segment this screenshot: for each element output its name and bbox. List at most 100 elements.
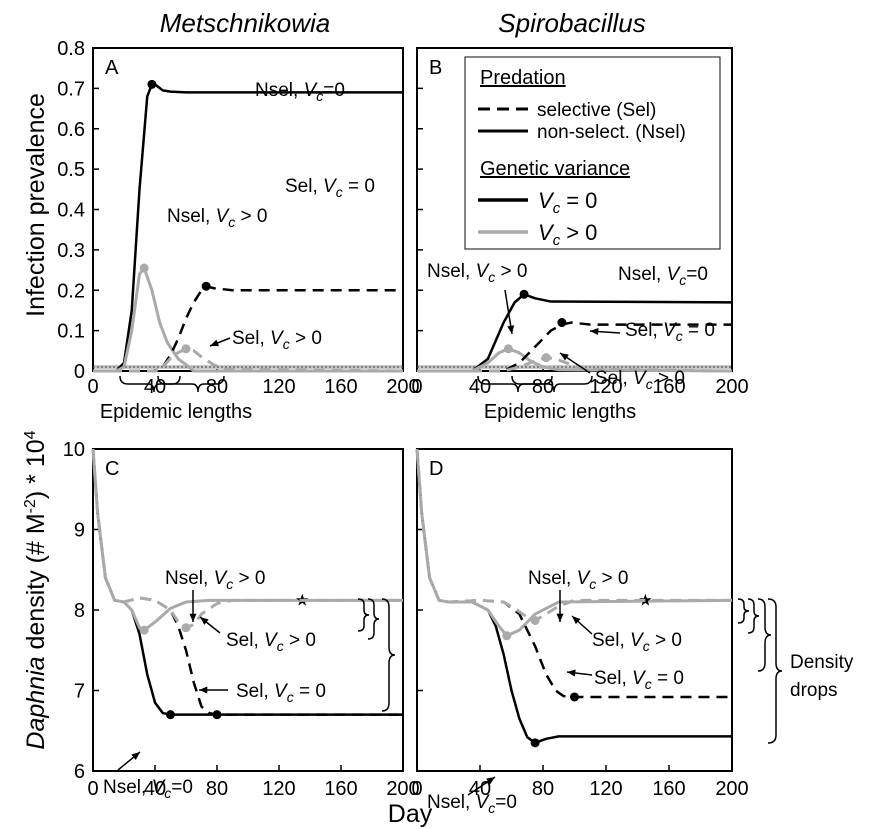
label-prefix: Nsel, (165, 568, 214, 589)
series-line-3 (415, 448, 732, 622)
ylabel-sup1: -2 (22, 499, 39, 513)
label-prefix: Sel, (594, 668, 632, 689)
label-arrowhead (507, 325, 515, 334)
series-label-a-nsel0: Nsel, Vc=0 (255, 80, 345, 104)
x-tick-label: 0 (411, 778, 422, 800)
y-tick-label: 0 (74, 361, 85, 383)
brace-a-2 (157, 375, 225, 393)
series-marker-1 (502, 631, 512, 641)
series-label-d-selpos: Sel, Vc > 0 (592, 630, 682, 654)
label-vc-sub: c (283, 336, 290, 352)
series-label-a-nselpos: Nsel, Vc > 0 (167, 206, 268, 230)
label-vc: V (667, 264, 682, 285)
x-tick-label: 120 (262, 778, 295, 800)
y-tick-label: 0.8 (57, 38, 85, 60)
series-label-d-sel0: Sel, Vc = 0 (594, 668, 684, 692)
epidemic-lengths-label-a: Epidemic lengths (100, 401, 252, 423)
label-suffix: > 0 (235, 206, 267, 227)
x-tick-label: 120 (589, 376, 622, 398)
brace-c-3 (381, 598, 396, 712)
label-vc-sub: c (645, 676, 652, 692)
y-tick-label: 9 (74, 520, 85, 542)
ylabel-mid: ) * 10 (22, 439, 50, 499)
legend-vc0-symbol: V (538, 188, 555, 213)
label-vc: V (663, 320, 678, 341)
label-suffix: > 0 (650, 630, 682, 651)
y-axis-title-top: Infection prevalence (22, 93, 50, 317)
brace-b-2 (511, 375, 593, 393)
x-tick-label: 200 (386, 778, 419, 800)
label-vc-sub: c (643, 638, 650, 654)
x-tick-label: 160 (324, 376, 357, 398)
density-drops-label-2: drops (790, 680, 838, 701)
legend-predation-title: Predation (480, 67, 566, 89)
brace-d-1 (737, 598, 750, 624)
brace-c-2 (367, 598, 380, 640)
y-tick-label: 6 (74, 761, 85, 783)
panel-letter: B (429, 57, 442, 79)
label-prefix: Nsel, (103, 777, 152, 798)
label-vc: V (216, 206, 231, 227)
series-label-a-sel0: Sel, Vc = 0 (285, 176, 375, 200)
label-prefix: Nsel, (167, 206, 216, 227)
label-prefix: Sel, (236, 681, 274, 702)
label-suffix: =0 (495, 792, 517, 813)
x-tick-label: 160 (652, 376, 685, 398)
x-axis-title: Day (388, 800, 433, 828)
legend-vcpos-label: Vc > 0 (538, 220, 597, 249)
x-tick-label: 200 (715, 778, 748, 800)
brace-d-4 (767, 598, 783, 744)
panel-frame (92, 448, 404, 772)
series-line-1 (415, 448, 733, 638)
series-label-d-nselpos: Nsel, Vc > 0 (528, 568, 629, 592)
x-tick-label: 120 (262, 376, 295, 398)
label-prefix: Nsel, (427, 261, 476, 282)
brace-d-2 (747, 598, 760, 634)
y-tick-label: 0.4 (57, 200, 85, 222)
label-vc: V (577, 568, 592, 589)
x-tick-label: 0 (87, 376, 98, 398)
x-tick-label: 80 (532, 778, 554, 800)
series-line-3 (91, 448, 403, 630)
label-vc-sub: c (589, 576, 596, 592)
y-tick-label: 7 (74, 681, 85, 703)
epidemic-braces (119, 375, 593, 393)
series-marker-2 (570, 692, 579, 702)
ylabel-sup2: 4 (22, 430, 39, 439)
label-suffix: = 0 (683, 320, 715, 341)
series-marker-1 (503, 344, 513, 354)
label-prefix: Sel, (592, 630, 630, 651)
x-tick-label: 0 (411, 376, 422, 398)
label-prefix: Nsel, (528, 568, 577, 589)
legend-vc0-label: Vc = 0 (538, 188, 597, 217)
legend-vc0-value: = 0 (566, 188, 597, 213)
x-tick-label: 80 (532, 376, 554, 398)
panel-letter: D (429, 458, 443, 480)
brace-c-1 (357, 598, 370, 632)
ylabel-italic: Daphnia (22, 656, 50, 749)
series-label-a-selpos: Sel, Vc > 0 (232, 328, 322, 352)
panel-a: A0 40 80 120 160 20000.10.20.30.40.50.60.70.8… (57, 38, 420, 398)
threshold-band (94, 364, 402, 369)
label-suffix: > 0 (284, 630, 316, 651)
series-label-c-nsel0: Nsel, Vc=0 (103, 777, 193, 801)
label-arrowhead (200, 617, 209, 625)
label-vc: V (476, 261, 491, 282)
series-marker-3 (181, 623, 191, 633)
label-vc: V (214, 568, 229, 589)
series-label-d-nsel0: Nsel, Vc=0 (427, 792, 517, 816)
legend: Predation selective (Sel) non-select. (N… (464, 56, 721, 250)
legend-sel-label: selective (Sel) (537, 100, 656, 121)
label-suffix: =0 (171, 777, 193, 798)
panels: A0 40 80 120 160 20000.10.20.30.40.50.60.70.8… (57, 38, 749, 816)
y-tick-label: 8 (74, 600, 85, 622)
x-tick-label: 40 (144, 778, 166, 800)
label-vc: V (304, 80, 319, 101)
x-tick-label: 200 (715, 376, 748, 398)
y-tick-label: 0.6 (57, 119, 85, 141)
panel-letter: C (105, 458, 119, 480)
density-braces-d (737, 598, 783, 744)
label-suffix: > 0 (233, 568, 265, 589)
